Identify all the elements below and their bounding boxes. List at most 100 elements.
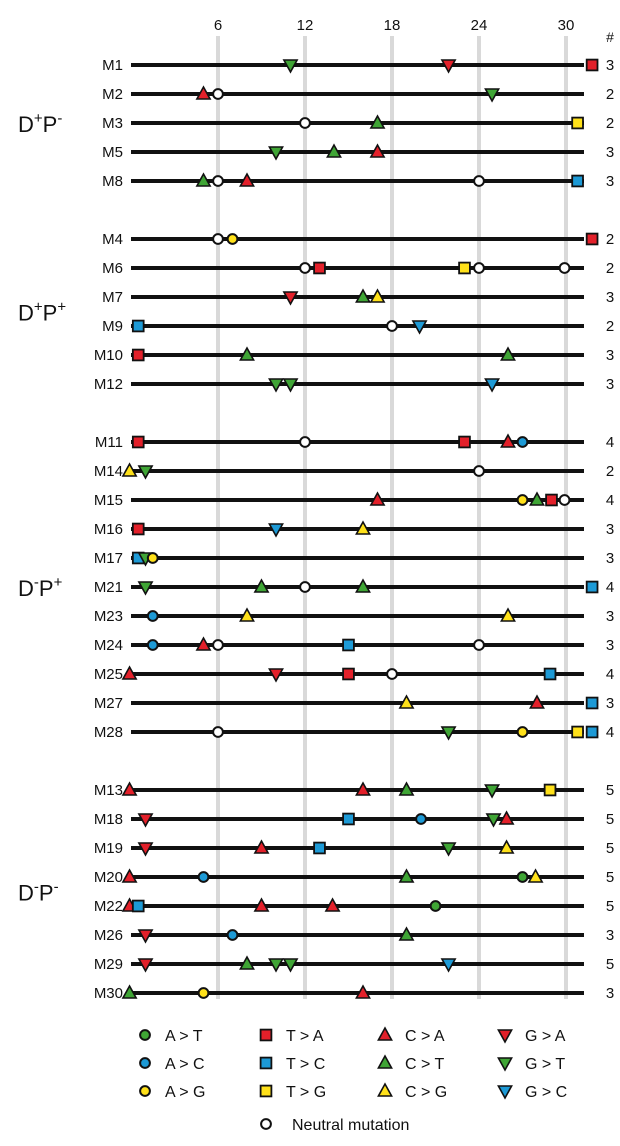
row-label: M30 (94, 985, 123, 1002)
row-label: M23 (94, 608, 123, 625)
legend-label: A > T (165, 1028, 203, 1045)
mutation-marker-cg (355, 520, 371, 535)
row-count: 3 (606, 347, 614, 364)
legend-label: G > T (525, 1056, 565, 1073)
mutation-marker-n (473, 175, 485, 187)
mutation-marker-ca (195, 85, 212, 100)
mutation-marker-ga (137, 929, 154, 944)
mutation-marker-ca (195, 636, 212, 651)
mutation-marker-ct (369, 114, 386, 129)
mutation-marker-tc (585, 580, 599, 594)
row-count: 4 (606, 434, 614, 451)
legend-label: T > A (286, 1028, 324, 1045)
row-count: 3 (606, 289, 614, 306)
mutation-marker-gt (484, 784, 501, 799)
mutation-marker-n (212, 175, 224, 187)
legend-marker-tc (259, 1056, 273, 1070)
mutation-marker-cg (121, 462, 138, 477)
row-label: M8 (102, 173, 123, 190)
row-count: 3 (606, 608, 614, 625)
mutation-marker-ag (516, 494, 529, 506)
legend-marker-ca (377, 1026, 393, 1041)
legend-marker-gc (497, 1085, 513, 1100)
row-label: M3 (102, 115, 123, 132)
mutation-marker-ac (226, 929, 239, 941)
mutation-marker-tg (543, 783, 557, 797)
mutation-marker-ta (131, 522, 145, 536)
mutation-marker-ca (324, 897, 341, 912)
mutation-marker-ca (121, 781, 138, 796)
row-count: 5 (606, 898, 614, 915)
row-count: 3 (606, 376, 614, 393)
row-label: M14 (94, 463, 123, 480)
group-label: D+P- (18, 110, 62, 137)
row-label: M24 (94, 637, 123, 654)
mutation-marker-ta (342, 667, 355, 681)
mutation-marker-tc (342, 812, 355, 826)
mutation-marker-n (299, 117, 311, 129)
legend-label: A > G (165, 1084, 205, 1101)
mutation-marker-ca (121, 868, 138, 883)
mutation-marker-ag (197, 987, 210, 999)
mutation-marker-ta (131, 435, 145, 449)
mutation-marker-ct (529, 491, 545, 506)
mutation-marker-n (386, 668, 398, 680)
mutation-marker-ca (355, 781, 371, 796)
mutation-marker-n (212, 88, 224, 100)
mutation-marker-gt (440, 726, 457, 741)
mutation-marker-ta (545, 493, 558, 507)
mutation-marker-tc (131, 899, 145, 913)
row-label: M17 (94, 550, 123, 567)
row-label: M5 (102, 144, 123, 161)
mutation-marker-ga (137, 813, 154, 828)
group-label: D+P+ (18, 299, 66, 326)
row-count: 3 (606, 550, 614, 567)
mutation-marker-ca (355, 984, 371, 999)
mutation-marker-ca (369, 143, 386, 158)
row-count: 4 (606, 579, 614, 596)
row-count: 3 (606, 521, 614, 538)
mutation-marker-tc (313, 841, 326, 855)
row-count: 2 (606, 463, 614, 480)
legend-label: T > C (286, 1056, 325, 1073)
mutation-markers-layer (121, 58, 599, 999)
mutation-marker-ca (529, 694, 545, 709)
mutation-marker-cg (369, 288, 386, 303)
mutation-marker-ct (239, 955, 255, 970)
mutation-marker-ct (239, 346, 255, 361)
row-label: M13 (94, 782, 123, 799)
mutation-marker-gt (484, 88, 501, 103)
mutation-marker-ct (398, 926, 415, 941)
mutation-marker-n (212, 233, 224, 245)
row-count: 3 (606, 57, 614, 74)
mutation-marker-cg (398, 694, 415, 709)
row-label: M11 (95, 434, 123, 451)
row-count: 3 (606, 985, 614, 1002)
row-label: M28 (94, 724, 123, 741)
row-lines-layer (131, 63, 584, 995)
mutation-marker-gc (440, 958, 457, 973)
row-label: M22 (94, 898, 123, 915)
mutation-marker-tc (571, 174, 584, 188)
row-label: M1 (102, 57, 123, 74)
row-count: 2 (606, 318, 614, 335)
legend-marker-gt (497, 1057, 513, 1072)
mutation-marker-gc (484, 378, 501, 393)
mutation-marker-ga (137, 842, 154, 857)
mutation-marker-tc (131, 319, 145, 333)
mutation-marker-ct (121, 984, 138, 999)
mutation-marker-ga (137, 958, 154, 973)
row-label: M29 (94, 956, 123, 973)
mutation-marker-gt (440, 842, 457, 857)
mutation-marker-at (516, 871, 529, 883)
row-count: 3 (606, 637, 614, 654)
mutation-marker-at (429, 900, 442, 912)
row-label: M2 (102, 86, 123, 103)
mutation-marker-n (558, 494, 571, 506)
mutation-marker-cg (239, 607, 255, 622)
mutation-marker-cg (498, 839, 515, 854)
mutation-marker-cg (527, 868, 544, 883)
mutation-marker-n (473, 639, 485, 651)
mutation-marker-n (473, 262, 485, 274)
mutation-marker-tg (571, 116, 584, 130)
